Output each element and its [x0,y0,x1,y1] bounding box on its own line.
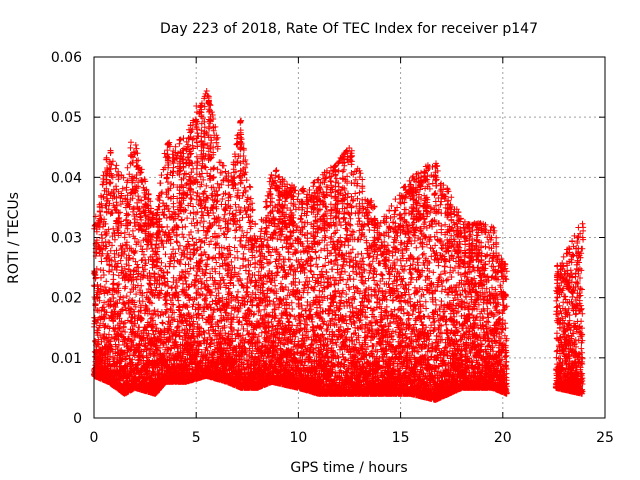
y-tick-label: 0.04 [51,170,82,186]
chart-title: Day 223 of 2018, Rate Of TEC Index for r… [160,21,538,37]
y-tick-label: 0.03 [51,231,82,247]
x-tick-label: 20 [494,430,512,446]
y-tick-label: 0.05 [51,110,82,126]
x-tick-label: 5 [192,430,201,446]
x-tick-label: 15 [392,430,410,446]
plot-frame [93,56,606,419]
x-axis-label: GPS time / hours [290,460,407,476]
x-tick-label: 0 [90,430,99,446]
axis-ticks: 0 5 10 15 20 25 0 0.01 0.02 0.03 0.04 0.05 0.06 [51,50,614,446]
y-tick-label: 0.02 [51,291,82,307]
data-points [91,88,587,403]
roti-scatter-points [91,88,587,403]
x-tick-label: 10 [289,430,307,446]
y-tick-label: 0.06 [51,50,82,66]
y-axis-label: ROTI / TECUs [6,192,22,284]
y-tick-label: 0 [73,411,82,427]
y-tick-label: 0.01 [51,351,82,367]
x-tick-label: 25 [596,430,614,446]
